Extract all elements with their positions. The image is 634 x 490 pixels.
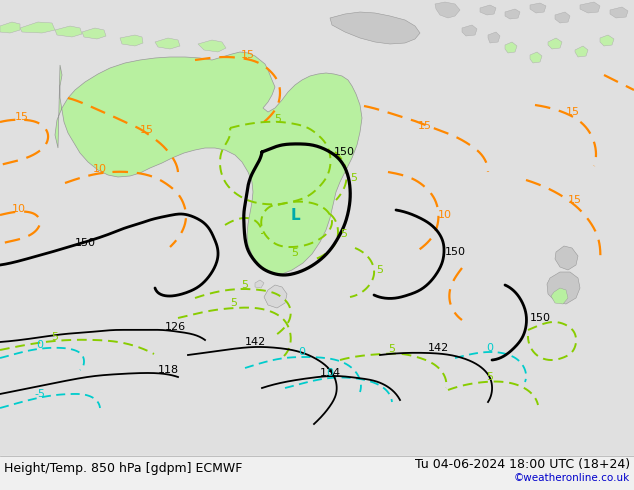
Text: 0: 0 [486,343,493,353]
Polygon shape [575,46,588,57]
Text: Height/Temp. 850 hPa [gdpm] ECMWF: Height/Temp. 850 hPa [gdpm] ECMWF [4,462,242,474]
Text: 0: 0 [327,368,333,378]
Polygon shape [547,272,580,304]
Text: 150: 150 [445,247,466,257]
Text: 0: 0 [299,347,306,357]
Polygon shape [488,32,500,43]
Text: 5: 5 [51,332,58,342]
Text: 0: 0 [37,340,44,350]
Polygon shape [600,35,614,46]
Polygon shape [435,2,460,18]
Text: ©weatheronline.co.uk: ©weatheronline.co.uk [514,473,630,483]
Polygon shape [580,2,600,13]
Polygon shape [255,280,264,288]
Text: L: L [290,207,300,222]
Polygon shape [120,35,143,46]
Polygon shape [330,12,420,44]
Text: 126: 126 [165,322,186,332]
Polygon shape [198,40,226,52]
Polygon shape [0,22,20,33]
Text: 5: 5 [292,248,299,258]
Text: 15: 15 [568,195,582,205]
Text: 150: 150 [75,238,96,248]
Polygon shape [505,42,517,53]
Text: 5: 5 [350,173,357,183]
Text: 15: 15 [566,107,580,117]
Polygon shape [462,25,477,36]
Polygon shape [610,7,628,18]
Polygon shape [82,28,106,39]
Polygon shape [20,22,55,33]
Text: 15: 15 [241,50,255,60]
Polygon shape [264,285,287,308]
Polygon shape [551,288,568,304]
Text: 134: 134 [320,368,340,378]
Text: 5: 5 [231,298,238,308]
Text: -5: -5 [34,389,46,399]
Polygon shape [530,3,546,13]
Text: Tu 04-06-2024 18:00 UTC (18+24): Tu 04-06-2024 18:00 UTC (18+24) [415,458,630,470]
Text: 15: 15 [140,125,154,135]
Polygon shape [555,246,578,270]
Text: 5: 5 [376,265,383,275]
Polygon shape [505,9,520,19]
Text: 118: 118 [158,365,179,375]
Polygon shape [555,12,570,23]
Polygon shape [155,38,180,49]
Text: 10: 10 [438,210,452,220]
Polygon shape [480,5,496,15]
Text: 5: 5 [340,229,347,239]
Text: 15: 15 [418,121,432,131]
Text: 10: 10 [93,164,107,174]
Text: 142: 142 [427,343,449,353]
Polygon shape [548,38,562,49]
Text: 5: 5 [275,114,281,124]
Text: 15: 15 [15,112,29,122]
Text: 150: 150 [530,313,551,323]
Text: 150: 150 [334,147,355,157]
Text: 5: 5 [242,280,249,290]
Text: 142: 142 [244,337,266,347]
Bar [0,456,634,490]
Text: 5: 5 [486,372,493,382]
Polygon shape [530,52,542,63]
Polygon shape [55,52,362,274]
Text: 10: 10 [12,204,26,214]
Polygon shape [55,26,82,37]
Text: 5: 5 [389,344,396,354]
